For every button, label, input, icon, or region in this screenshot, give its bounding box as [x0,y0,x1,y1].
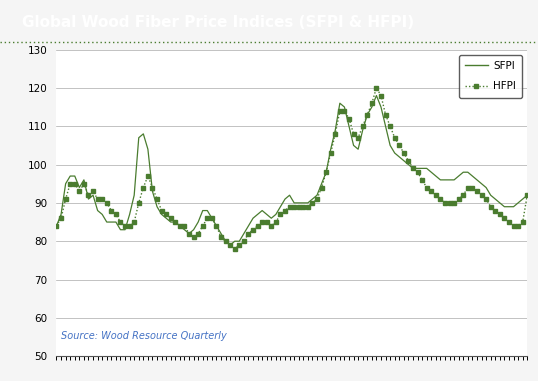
Legend: SFPI, HFPI: SFPI, HFPI [458,55,522,98]
Text: Global Wood Fiber Price Indices (SFPI & HFPI): Global Wood Fiber Price Indices (SFPI & … [22,14,414,29]
Text: Source: Wood Resource Quarterly: Source: Wood Resource Quarterly [61,331,227,341]
